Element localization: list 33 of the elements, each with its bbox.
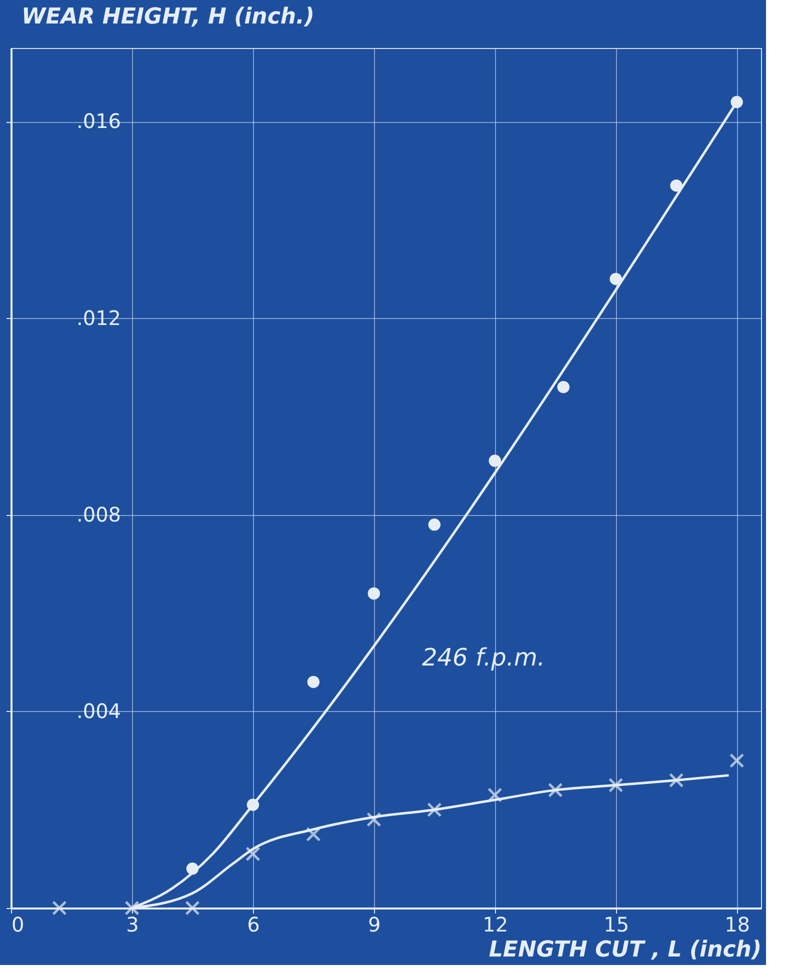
point — [185, 900, 200, 916]
x-tick-label: 6 — [247, 912, 260, 936]
point — [307, 676, 320, 688]
point — [366, 812, 382, 827]
point — [306, 826, 321, 842]
y-tick-label: .004 — [76, 698, 122, 723]
x-tick-label: 3 — [126, 912, 139, 936]
point — [246, 846, 260, 862]
point — [427, 802, 442, 818]
x-tick-label: 9 — [368, 912, 381, 936]
x-tick-label: 12 — [482, 912, 508, 936]
y-tick-label: .012 — [76, 306, 122, 330]
point — [428, 518, 441, 531]
y-tick-label: .008 — [76, 502, 122, 526]
point — [608, 778, 624, 793]
annotation: 246 f.p.m. — [422, 644, 545, 672]
point — [557, 380, 570, 394]
point — [488, 454, 501, 467]
y-axis-title: WEAR HEIGHT, H (inch.) — [22, 4, 314, 30]
point — [670, 179, 682, 192]
point — [729, 753, 744, 768]
point — [124, 900, 140, 916]
point — [610, 272, 622, 286]
x-tick-label: 0 — [12, 912, 24, 936]
point — [368, 587, 380, 600]
point — [52, 900, 67, 916]
point — [487, 788, 502, 802]
x-axis-title: LENGTH CUT , L (inch) — [488, 938, 762, 962]
point — [668, 772, 684, 788]
point — [548, 782, 563, 798]
x-tick-label: 15 — [604, 912, 630, 936]
x-tick-label: 18 — [724, 912, 750, 936]
y-tick-label: .016 — [76, 109, 122, 134]
